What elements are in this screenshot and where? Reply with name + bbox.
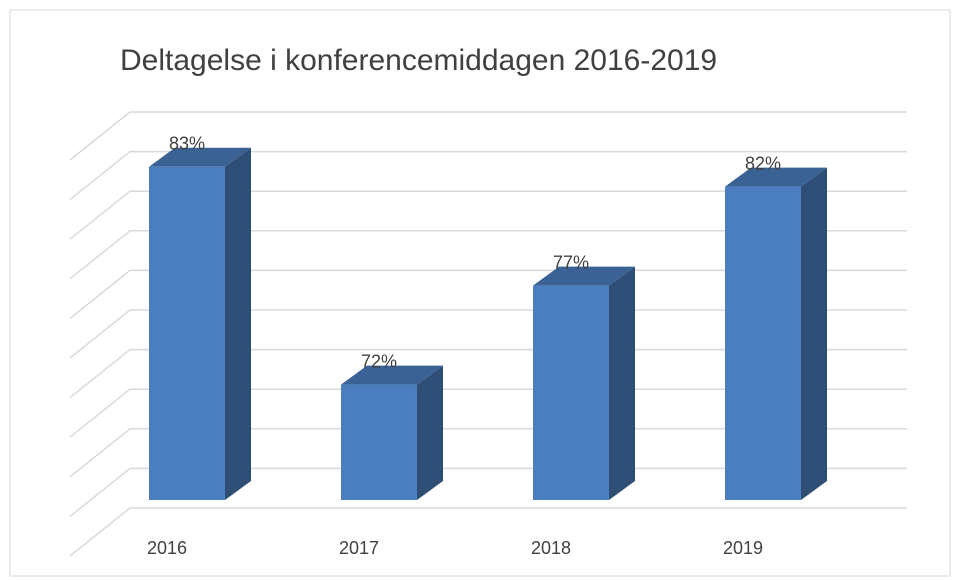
bar-top — [149, 147, 251, 167]
grid-line — [69, 507, 907, 557]
x-tick-label: 2016 — [147, 538, 187, 558]
bar-side — [417, 365, 443, 500]
bar-top — [533, 266, 635, 286]
data-label: 82% — [745, 153, 781, 173]
bar-top — [725, 167, 827, 187]
grid-line — [69, 190, 907, 240]
chart-title: Deltagelse i konferencemiddagen 2016-201… — [120, 44, 717, 77]
bar-side — [609, 266, 635, 500]
grid-line — [69, 309, 907, 359]
x-tick-label: 2019 — [723, 538, 763, 558]
grid-line — [69, 348, 907, 399]
grid-line — [69, 269, 907, 319]
x-tick-label: 2017 — [339, 538, 379, 558]
bar — [149, 166, 225, 501]
bar — [533, 285, 609, 500]
x-tick-label: 2018 — [531, 538, 571, 558]
grid-line — [69, 111, 907, 161]
grid-line — [69, 467, 907, 517]
data-label: 77% — [553, 252, 589, 272]
data-label: 83% — [169, 134, 205, 154]
grid-line — [69, 150, 907, 201]
bar-side — [225, 147, 251, 501]
bar — [341, 384, 417, 500]
bar — [725, 186, 801, 500]
grid-line — [69, 230, 907, 280]
grid-line — [69, 428, 907, 478]
data-label: 72% — [361, 351, 397, 371]
bar-top — [341, 365, 443, 385]
bar-side — [801, 167, 827, 500]
grid-line — [69, 388, 907, 438]
